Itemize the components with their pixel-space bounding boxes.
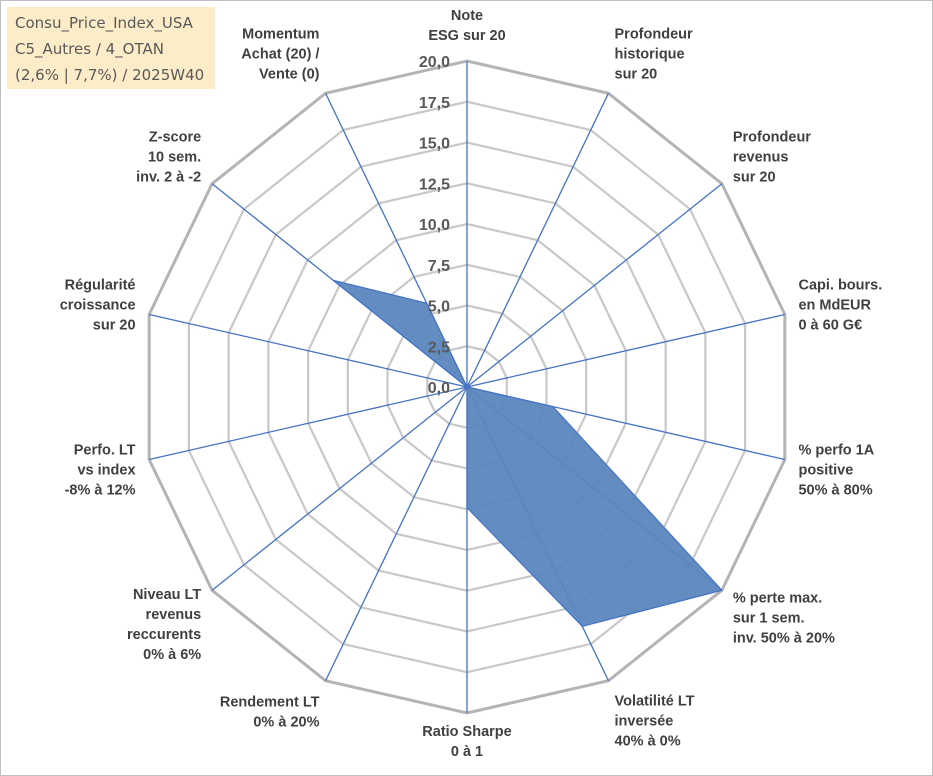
axis-label-line: vs index bbox=[77, 462, 135, 478]
axis-label: Z-score 10 sem. inv. 2 à -2 bbox=[136, 129, 201, 185]
axis-label-group: Régularité croissance sur 20 bbox=[60, 278, 136, 334]
axis-label-line: 50% à 80% bbox=[798, 482, 872, 498]
axis-label-group: Profondeur revenus sur 20 bbox=[733, 129, 811, 185]
axis-label-line: historique bbox=[615, 47, 685, 63]
axis-label: Profondeur revenus sur 20 bbox=[733, 129, 811, 185]
axis-label-line: croissance bbox=[60, 298, 136, 314]
axis-label-line: Ratio Sharpe bbox=[422, 724, 511, 740]
radar-series bbox=[332, 279, 723, 628]
axis-label-line: inv. 50% à 20% bbox=[733, 631, 835, 647]
axis-label-line: en MdEUR bbox=[798, 298, 871, 314]
tick-label: 12,5 bbox=[419, 176, 450, 193]
axis-label: Momentum Achat (20) / Vente (0) bbox=[241, 27, 319, 83]
info-box: Consu_Price_Index_USA C5_Autres / 4_OTAN… bbox=[7, 7, 215, 89]
axis-label-group: Z-score 10 sem. inv. 2 à -2 bbox=[136, 129, 201, 185]
axis-label: % perfo 1A positive 50% à 80% bbox=[798, 442, 874, 498]
axis-label-line: 0% à 6% bbox=[143, 647, 201, 663]
axis-spoke bbox=[466, 92, 610, 388]
axis-label: Régularité croissance sur 20 bbox=[60, 278, 136, 334]
axis-label-line: Capi. bours. bbox=[798, 278, 882, 294]
axis-label-line: Volatilité LT bbox=[615, 693, 695, 709]
axis-label-group: Perfo. LT vs index -8% à 12% bbox=[65, 442, 136, 498]
axis-label: Capi. bours. en MdEUR 0 à 60 G€ bbox=[798, 278, 882, 334]
axis-label-line: Perfo. LT bbox=[74, 442, 136, 458]
axis-label-line: Note bbox=[451, 8, 483, 24]
axis-label-line: ESG sur 20 bbox=[428, 28, 505, 44]
axis-label-line: 0% à 20% bbox=[253, 714, 319, 730]
axis-label-group: Momentum Achat (20) / Vente (0) bbox=[241, 27, 319, 83]
tick-label: 7,5 bbox=[428, 258, 450, 275]
axis-label-line: Z-score bbox=[149, 129, 201, 145]
axis-label-group: Profondeur historique sur 20 bbox=[615, 27, 693, 83]
axis-label: Rendement LT 0% à 20% bbox=[220, 694, 320, 730]
axis-spoke bbox=[149, 313, 468, 388]
axis-label-line: revenus bbox=[733, 149, 789, 165]
axis-spoke bbox=[466, 313, 785, 388]
axis-label: Note ESG sur 20 bbox=[428, 8, 505, 44]
axis-label-line: sur 20 bbox=[93, 318, 136, 334]
axis-label-group: Volatilité LT inversée 40% à 0% bbox=[615, 693, 695, 749]
info-line-3: (2,6% | 7,7%) / 2025W40 bbox=[15, 66, 205, 84]
axis-spoke bbox=[324, 386, 468, 682]
radar-tick-labels: 0,0 2,5 5,0 7,5 10,0 12,5 15,0 17,5 20,0 bbox=[419, 54, 450, 397]
info-line-2: C5_Autres / 4_OTAN bbox=[15, 40, 164, 58]
axis-label-line: Rendement LT bbox=[220, 694, 320, 710]
axis-label-line: revenus bbox=[146, 607, 202, 623]
tick-label: 20,0 bbox=[419, 54, 450, 71]
axis-label: Volatilité LT inversée 40% à 0% bbox=[615, 693, 695, 749]
tick-label: 10,0 bbox=[419, 217, 450, 234]
axis-label-line: 40% à 0% bbox=[615, 733, 681, 749]
axis-label-line: Vente (0) bbox=[259, 67, 320, 83]
radar-axis-labels: Note ESG sur 20 Profondeur historique sur 20… bbox=[60, 8, 883, 760]
axis-label: % perte max. sur 1 sem. inv. 50% à 20% bbox=[733, 591, 835, 647]
axis-label-line: Régularité bbox=[65, 278, 136, 294]
axis-spoke bbox=[211, 386, 468, 591]
axis-label-line: 10 sem. bbox=[148, 149, 201, 165]
axis-label-line: 0 à 60 G€ bbox=[798, 318, 862, 334]
axis-label-line: inv. 2 à -2 bbox=[136, 169, 201, 185]
axis-label: Ratio Sharpe 0 à 1 bbox=[422, 724, 511, 760]
axis-label-line: % perte max. bbox=[733, 591, 822, 607]
axis-label-line: sur 20 bbox=[733, 169, 776, 185]
tick-label: 17,5 bbox=[419, 95, 450, 112]
axis-label-group: Rendement LT 0% à 20% bbox=[220, 694, 320, 730]
axis-label-line: Profondeur bbox=[733, 129, 811, 145]
axis-label-line: reccurents bbox=[127, 627, 201, 643]
axis-label-group: Niveau LT revenus reccurents 0% à 6% bbox=[127, 587, 201, 663]
tick-label: 2,5 bbox=[428, 339, 450, 356]
tick-label: 0,0 bbox=[428, 380, 450, 397]
info-line-1: Consu_Price_Index_USA bbox=[15, 14, 193, 32]
axis-spoke bbox=[466, 183, 723, 388]
axis-label-group: Ratio Sharpe 0 à 1 bbox=[422, 724, 511, 760]
axis-label-line: sur 20 bbox=[615, 67, 658, 83]
axis-label-group: Note ESG sur 20 bbox=[428, 8, 505, 44]
axis-label-line: Achat (20) / bbox=[241, 47, 319, 63]
axis-label-line: Momentum bbox=[242, 27, 319, 43]
axis-label-line: sur 1 sem. bbox=[733, 611, 805, 627]
tick-label: 5,0 bbox=[428, 299, 450, 316]
axis-label-line: positive bbox=[798, 462, 853, 478]
axis-label-line: inversée bbox=[615, 713, 674, 729]
axis-label-group: % perfo 1A positive 50% à 80% bbox=[798, 442, 874, 498]
axis-label-group: % perte max. sur 1 sem. inv. 50% à 20% bbox=[733, 591, 835, 647]
axis-spoke bbox=[149, 386, 468, 461]
axis-label: Profondeur historique sur 20 bbox=[615, 27, 693, 83]
axis-label-line: 0 à 1 bbox=[451, 744, 483, 760]
axis-label-line: -8% à 12% bbox=[65, 482, 136, 498]
tick-label: 15,0 bbox=[419, 136, 450, 153]
axis-label-group: Capi. bours. en MdEUR 0 à 60 G€ bbox=[798, 278, 882, 334]
axis-label-line: Profondeur bbox=[615, 27, 693, 43]
axis-label: Perfo. LT vs index -8% à 12% bbox=[65, 442, 136, 498]
axis-label-line: Niveau LT bbox=[133, 587, 201, 603]
axis-label-line: % perfo 1A bbox=[798, 442, 874, 458]
axis-label: Niveau LT revenus reccurents 0% à 6% bbox=[127, 587, 201, 663]
